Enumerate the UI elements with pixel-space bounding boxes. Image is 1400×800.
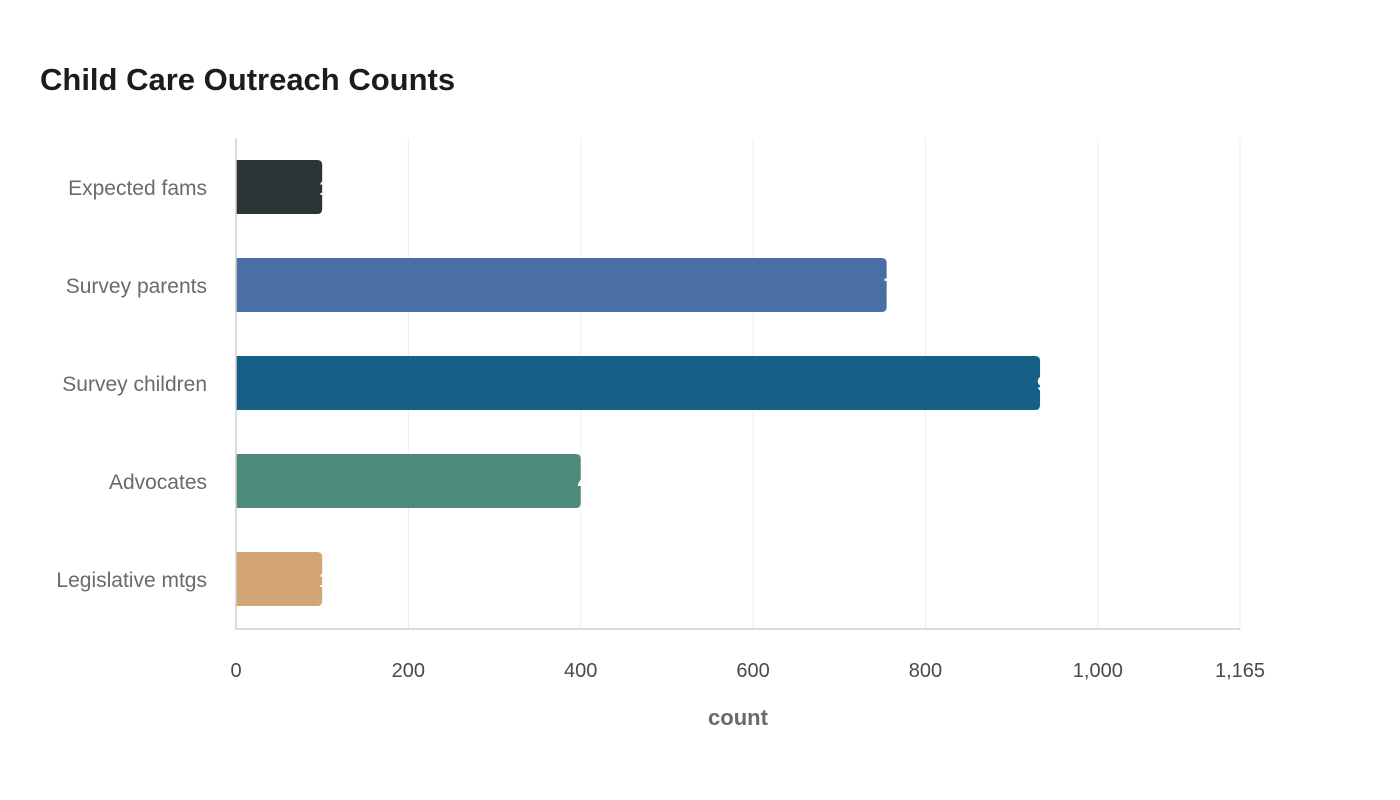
- x-tick-label-0: 0: [230, 660, 241, 682]
- data-label-4: 4: [578, 471, 590, 494]
- data-label-5: 1: [319, 569, 331, 592]
- category-label-5: Legislative mtgs: [56, 569, 207, 592]
- x-tick-label-6: 1,165: [1215, 660, 1265, 682]
- bar-3: [236, 356, 1041, 410]
- category-label-3: Survey children: [62, 373, 207, 396]
- chart-title: Child Care Outreach Counts: [40, 62, 456, 97]
- data-label-1: 1: [319, 177, 331, 200]
- data-label-3: 9: [1037, 373, 1049, 396]
- bar-2: [236, 258, 887, 312]
- x-tick-label-3: 600: [736, 660, 769, 682]
- x-tick-label-5: 1,000: [1073, 660, 1123, 682]
- bar-1: [236, 160, 323, 214]
- x-tick-label-4: 800: [909, 660, 942, 682]
- data-label-2: 7: [884, 275, 896, 298]
- x-tick-label-2: 400: [564, 660, 597, 682]
- bar-5: [236, 552, 323, 606]
- bar-4: [236, 454, 581, 508]
- x-tick-label-1: 200: [392, 660, 425, 682]
- x-axis-title: count: [708, 705, 769, 730]
- category-label-2: Survey parents: [66, 275, 207, 298]
- category-label-4: Advocates: [109, 471, 207, 494]
- category-label-1: Expected fams: [68, 177, 207, 200]
